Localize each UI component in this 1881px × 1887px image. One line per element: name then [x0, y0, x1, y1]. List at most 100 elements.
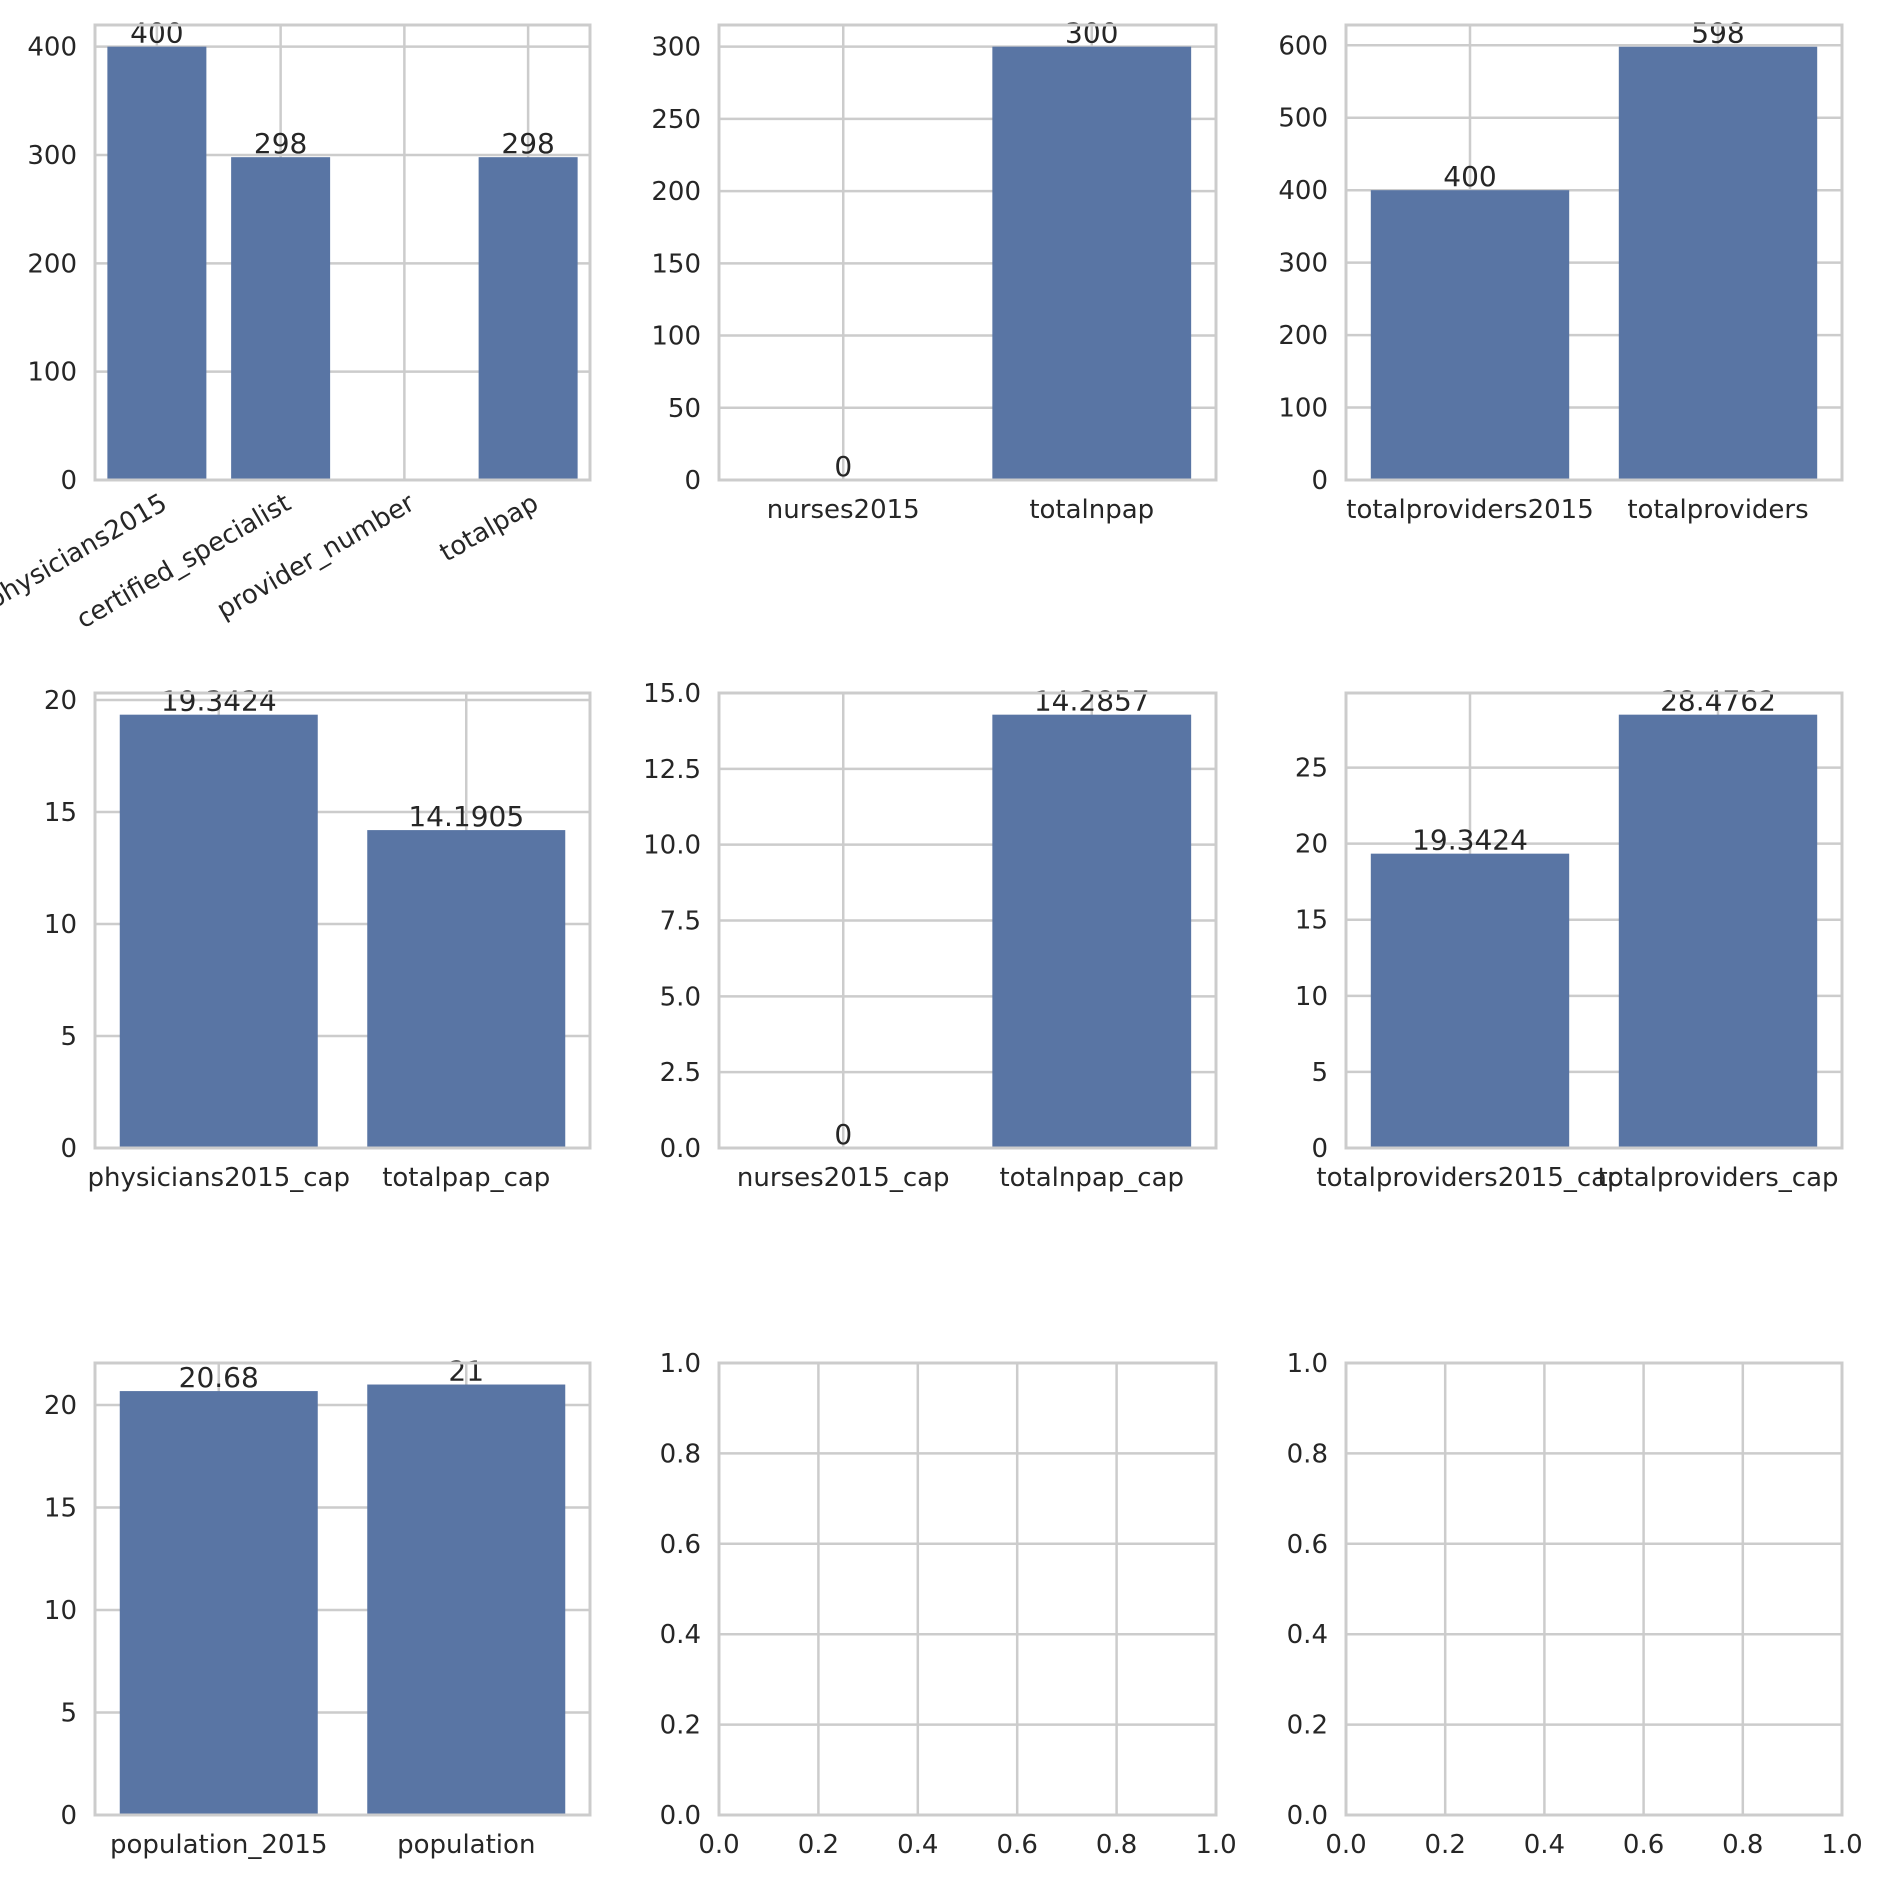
y-tick-label-3: 300	[1278, 249, 1328, 279]
x-tick-label-totalpap_cap: totalpap_cap	[382, 1163, 550, 1193]
y-tick-label-3: 15	[44, 798, 77, 828]
bar-totalnpap_cap	[992, 714, 1192, 1148]
y-tick-label-6: 300	[651, 33, 701, 63]
subplot-4: 19.3424 14.1905 0 5 10 15 20 physicians2015_cap…	[44, 685, 592, 1193]
y-tick-label-1: 0.2	[1287, 1711, 1328, 1741]
data-label-totalnpap: 300	[1065, 17, 1118, 50]
x-tick-label-2: 0.4	[1524, 1830, 1565, 1860]
y-tick-label-1: 5	[1311, 1058, 1328, 1088]
y-tick-label-3: 150	[651, 249, 701, 279]
data-label-totalproviders: 598	[1691, 17, 1744, 50]
y-tick-label-2: 10	[1295, 982, 1328, 1012]
data-label-population: 21	[448, 1355, 484, 1388]
axes-frame	[717, 23, 1218, 482]
data-label-totalproviders2015: 400	[1443, 160, 1496, 193]
y-tick-label-1: 0.2	[660, 1711, 701, 1741]
y-tick-label-1: 5	[60, 1022, 77, 1052]
x-tick-label-0: 0.0	[698, 1830, 739, 1860]
bar-totalnpap	[992, 46, 1192, 481]
axes-frame	[717, 691, 1218, 1150]
x-tick-label-totalproviders: totalproviders	[1627, 495, 1808, 525]
x-tick-label-2: 0.4	[897, 1830, 938, 1860]
y-tick-label-2: 200	[27, 249, 77, 279]
bar-totalproviders	[1618, 46, 1818, 481]
y-tick-label-5: 1.0	[660, 1349, 701, 1379]
y-tick-label-3: 15	[1295, 906, 1328, 936]
y-tick-label-2: 0.4	[1287, 1620, 1328, 1650]
y-tick-label-4: 20	[44, 686, 77, 716]
x-tick-label-population: population	[397, 1830, 535, 1860]
data-label-nurses2015_cap: 0	[834, 1118, 852, 1151]
y-tick-label-1: 100	[27, 358, 77, 388]
y-tick-label-1: 2.5	[660, 1058, 701, 1088]
data-label-totalnpap_cap: 14.2857	[1034, 685, 1150, 718]
y-tick-label-3: 15	[44, 1494, 77, 1524]
y-tick-label-4: 0.8	[660, 1439, 701, 1469]
subplot-5: 0 14.2857 0.0 2.5 5.0 7.5 10.0 12.5 15.0 nurses20…	[643, 679, 1218, 1193]
data-label-physicians2015_cap: 19.3424	[161, 685, 277, 718]
axes-frame	[717, 1361, 1218, 1817]
subplot-6: 19.3424 28.4762 0 5 10 15 20 25 totalproviders20…	[1295, 685, 1844, 1193]
bar-totalpap_cap	[367, 830, 566, 1148]
y-tick-label-3: 7.5	[660, 907, 701, 937]
y-tick-label-1: 5	[60, 1699, 77, 1729]
y-tick-label-0: 0	[60, 1134, 77, 1164]
y-tick-label-4: 20	[1295, 830, 1328, 860]
axes-frame	[93, 1361, 592, 1817]
y-tick-label-5: 12.5	[643, 755, 701, 785]
y-tick-label-4: 0.8	[1287, 1439, 1328, 1469]
x-tick-label-5: 1.0	[1821, 1830, 1862, 1860]
axes-frame	[1344, 691, 1844, 1150]
axes-frame	[93, 23, 592, 482]
y-tick-label-0: 0	[60, 466, 77, 496]
y-tick-label-2: 200	[1278, 321, 1328, 351]
y-tick-label-4: 400	[1278, 176, 1328, 206]
y-tick-label-5: 250	[651, 105, 701, 135]
y-tick-label-5: 1.0	[1287, 1349, 1328, 1379]
y-tick-label-0: 0.0	[1287, 1801, 1328, 1831]
x-tick-label-physicians2015_cap: physicians2015_cap	[87, 1163, 350, 1193]
y-tick-label-2: 100	[651, 322, 701, 352]
y-tick-label-3: 0.6	[1287, 1530, 1328, 1560]
subplot-2: 0 300 0 50 100 150 200 250 300 nurses2015 totalnpa…	[651, 17, 1218, 525]
bar-certified_specialist	[231, 157, 331, 480]
bar-totalpap	[478, 157, 578, 480]
y-tick-label-2: 5.0	[660, 982, 701, 1012]
x-tick-label-totalnpap_cap: totalnpap_cap	[999, 1163, 1184, 1193]
x-tick-label-certified_specialist: certified_specialist	[72, 488, 297, 635]
y-tick-label-1: 100	[1278, 394, 1328, 424]
x-tick-label-nurses2015: nurses2015	[767, 495, 920, 525]
y-tick-label-5: 500	[1278, 104, 1328, 134]
y-tick-label-3: 300	[27, 141, 77, 171]
bar-physicians2015_cap	[119, 714, 318, 1148]
y-tick-label-0: 0	[684, 466, 701, 496]
x-tick-label-1: 0.2	[1425, 1830, 1466, 1860]
bar-population	[367, 1384, 566, 1815]
data-label-totalproviders2015_cap: 19.3424	[1412, 824, 1528, 857]
y-tick-label-2: 0.4	[660, 1620, 701, 1650]
axes-frame	[1344, 1361, 1844, 1817]
x-tick-label-totalnpap: totalnpap	[1029, 495, 1154, 525]
x-tick-label-4: 0.8	[1722, 1830, 1763, 1860]
bar-totalproviders2015_cap	[1370, 853, 1570, 1148]
y-tick-label-1: 50	[668, 394, 701, 424]
x-tick-label-5: 1.0	[1195, 1830, 1236, 1860]
x-tick-label-totalproviders2015: totalproviders2015	[1346, 495, 1594, 525]
subplot-7: 20.68 21 0 5 10 15 20 population_2015 population	[44, 1355, 592, 1860]
y-tick-label-4: 200	[651, 177, 701, 207]
y-tick-label-3: 0.6	[660, 1530, 701, 1560]
x-tick-label-totalpap: totalpap	[435, 488, 544, 568]
data-label-nurses2015: 0	[834, 450, 852, 483]
x-tick-label-0: 0.0	[1325, 1830, 1366, 1860]
x-tick-label-totalproviders2015_cap: totalproviders2015_cap	[1316, 1163, 1623, 1193]
bar-totalproviders_cap	[1618, 714, 1818, 1148]
y-tick-label-0: 0	[60, 1801, 77, 1831]
y-tick-label-0: 0.0	[660, 1134, 701, 1164]
x-tick-label-provider_number: provider_number	[212, 488, 420, 626]
y-tick-label-6: 600	[1278, 31, 1328, 61]
bar-population_2015	[119, 1391, 318, 1815]
x-tick-label-3: 0.6	[1623, 1830, 1664, 1860]
bar-totalproviders2015	[1370, 190, 1570, 480]
